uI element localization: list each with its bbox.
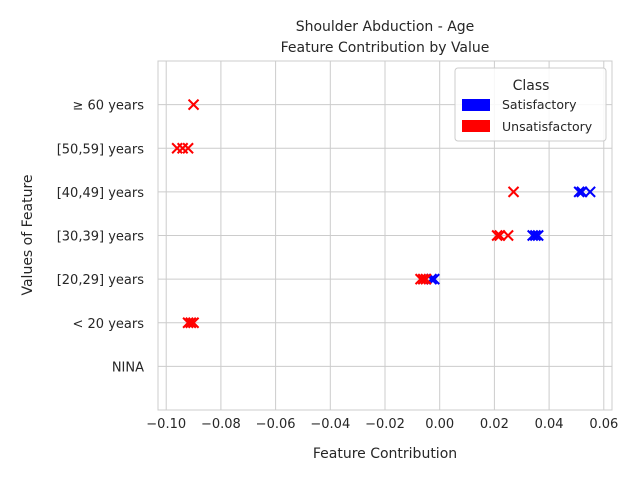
data-point-satisfactory [573,186,585,198]
data-point-satisfactory [428,273,440,285]
data-point-unsatisfactory [187,98,200,111]
chart-subtitle: Feature Contribution by Value [281,40,490,56]
x-tick-label: −0.10 [146,417,186,432]
data-point-unsatisfactory [187,317,200,329]
data-point-unsatisfactory [185,317,197,329]
y-tick-label: [40,49] years [57,186,144,201]
data-point-unsatisfactory [182,142,194,154]
y-tick-label: [20,29] years [57,273,144,288]
y-tick-labels: NINA < 20 years [20,29] years [30,39] years… [57,99,144,376]
y-tick-label: < 20 years [73,317,145,332]
legend-box [454,67,607,142]
chart-title: Shoulder Abduction - Age [296,19,475,35]
data-point-satisfactory [532,229,544,242]
data-point-unsatisfactory [502,229,514,242]
legend-label-unsatisfactory: Unsatisfactory [502,119,593,134]
data-point-satisfactory [576,186,588,198]
x-tick-labels: −0.10 −0.08 −0.06 −0.04 −0.02 0.00 0.02 0.04 0.0… [146,417,618,432]
data-point-satisfactory [584,186,596,198]
data-points [171,98,596,329]
data-point-satisfactory [529,229,542,242]
x-tick-label: −0.06 [256,417,296,432]
x-tick-label: −0.02 [365,417,405,432]
data-point-unsatisfactory [420,273,432,285]
x-tick-label: 0.00 [425,417,454,432]
data-point-unsatisfactory [507,186,520,198]
y-tick-label: [30,39] years [57,230,144,245]
legend-label-satisfactory: Satisfactory [502,97,577,112]
legend-swatch-unsatisfactory [462,120,490,132]
x-tick-label: −0.04 [310,417,350,432]
data-point-unsatisfactory [417,273,429,285]
x-tick-label: 0.04 [535,417,564,432]
data-point-unsatisfactory [494,229,506,242]
y-tick-label: NINA [112,360,144,375]
x-tick-label: 0.06 [589,417,618,432]
legend-title: Class [513,78,550,94]
y-axis-label: Values of Feature [20,174,36,295]
y-tick-label: ≥ 60 years [73,99,145,114]
data-point-unsatisfactory [491,229,503,242]
plot-frame [157,60,613,411]
legend-swatch-satisfactory [462,99,490,111]
x-tick-label: −0.08 [201,417,241,432]
y-tick-label: [50,59] years [57,142,144,157]
x-axis-label: Feature Contribution [313,446,457,462]
x-tick-label: 0.02 [480,417,509,432]
legend: Class Satisfactory Unsatisfactory [454,67,607,142]
